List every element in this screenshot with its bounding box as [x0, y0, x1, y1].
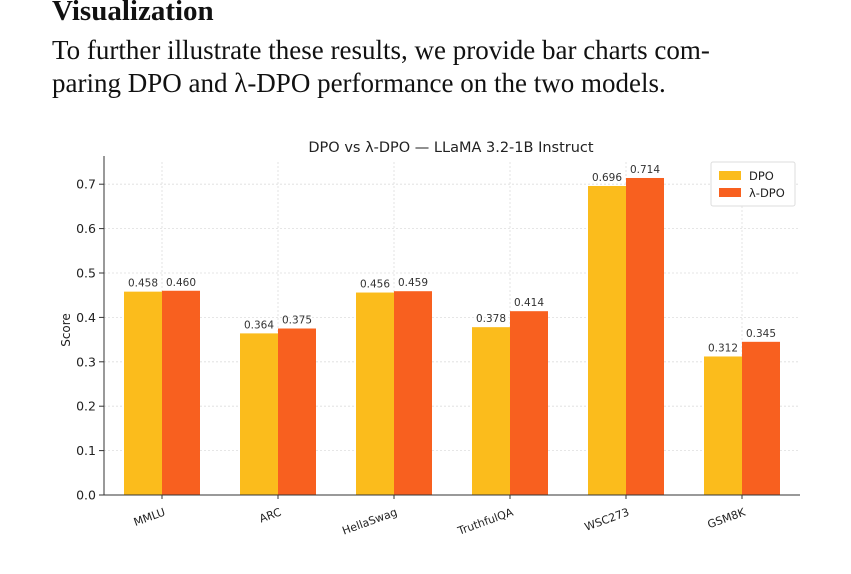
bar-lambda-dpo: [278, 328, 316, 495]
intro-line-1: To further illustrate these results, we …: [52, 35, 710, 65]
bar-value-label: 0.378: [476, 313, 506, 325]
bar-dpo: [588, 185, 626, 495]
intro-paragraph: To further illustrate these results, we …: [52, 34, 832, 100]
x-tick-label: TruthfulQA: [455, 505, 515, 538]
x-tick-label: MMLU: [132, 506, 167, 529]
bar-dpo: [356, 292, 394, 495]
section-heading: Visualization: [52, 0, 214, 27]
bar-dpo: [472, 327, 510, 495]
bar-value-label: 0.364: [244, 319, 274, 331]
x-tick-label: WSC273: [583, 506, 631, 534]
bar-dpo: [240, 333, 278, 495]
bar-lambda-dpo: [394, 291, 432, 495]
bar-lambda-dpo: [510, 311, 548, 495]
data-labels: 0.458 0.364 0.456 0.378 0.696 0.312 0.460 0.375…: [128, 164, 776, 354]
y-tick-label: 0.2: [76, 399, 96, 414]
bar-value-label: 0.375: [282, 315, 312, 327]
intro-line-2: paring DPO and λ-DPO performance on the …: [52, 68, 666, 98]
bar-value-label: 0.714: [630, 164, 660, 176]
grid-lines: [104, 162, 800, 496]
bar-chart: DPO vs λ-DPO — LLaMA 3.2-1B Instruct Sco…: [59, 140, 800, 538]
bars: [124, 177, 780, 495]
bar-value-label: 0.312: [708, 342, 738, 354]
y-tick-label: 0.0: [76, 488, 96, 503]
bar-lambda-dpo: [742, 341, 780, 495]
y-tick-label: 0.5: [76, 266, 96, 281]
bar-lambda-dpo: [162, 290, 200, 495]
x-tick-label: HellaSwag: [340, 506, 399, 538]
bar-value-label: 0.458: [128, 278, 158, 290]
y-tick-label: 0.1: [76, 443, 96, 458]
y-tick-label: 0.7: [76, 177, 96, 192]
bar-value-label: 0.456: [360, 279, 390, 291]
bar-value-label: 0.696: [592, 172, 622, 184]
legend-swatch: [719, 188, 741, 197]
bar-lambda-dpo: [626, 177, 664, 495]
legend-swatch: [719, 171, 741, 180]
y-axis-label: Score: [59, 313, 73, 347]
bar-value-label: 0.460: [166, 277, 196, 289]
legend: DPO λ-DPO: [710, 161, 796, 207]
bar-dpo: [124, 291, 162, 495]
chart-title: DPO vs λ-DPO — LLaMA 3.2-1B Instruct: [308, 140, 594, 156]
bar-value-label: 0.414: [514, 297, 544, 309]
bar-value-label: 0.345: [746, 328, 776, 340]
legend-label: λ-DPO: [749, 186, 785, 200]
y-tick-label: 0.4: [76, 310, 96, 325]
bar-dpo: [704, 356, 742, 495]
x-tick-label: GSM8K: [706, 505, 748, 531]
y-tick-label: 0.6: [76, 221, 96, 236]
legend-label: DPO: [749, 169, 774, 183]
x-tick-label: ARC: [258, 505, 284, 525]
y-tick-label: 0.3: [76, 354, 96, 369]
bar-value-label: 0.459: [398, 277, 428, 289]
